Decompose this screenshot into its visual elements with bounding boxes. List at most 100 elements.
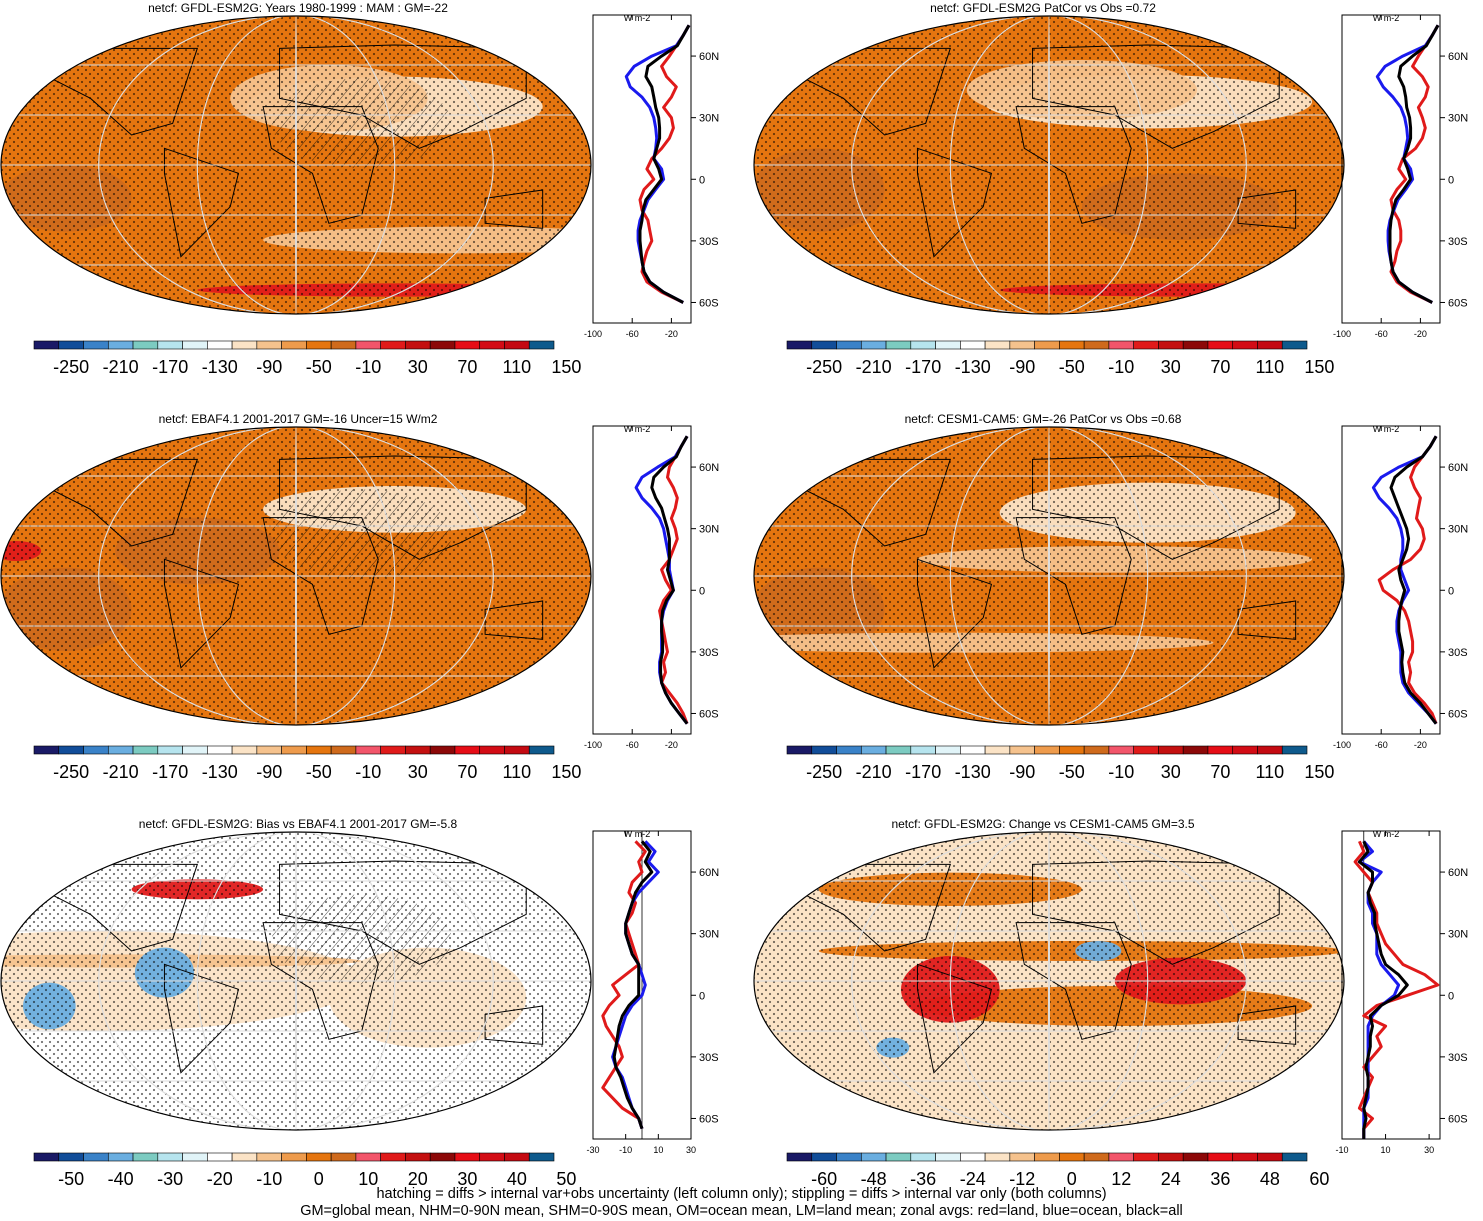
world-map [1, 16, 591, 314]
world-map [1, 832, 591, 1130]
colorbar-swatch [811, 1152, 837, 1162]
colorbar-label: 10 [358, 1169, 378, 1189]
map-border [0, 426, 592, 726]
colorbar-swatch [786, 340, 813, 350]
continent-outline [916, 963, 993, 1074]
colorbar-label: -36 [910, 1169, 936, 1189]
colorbar-swatch [1158, 745, 1184, 755]
hatch-overlay [271, 894, 452, 985]
colorbar-swatch [1207, 745, 1234, 755]
colorbar-label: 30 [408, 357, 428, 377]
colorbar-label: 0 [314, 1169, 324, 1189]
colorbar-swatch [1083, 1152, 1110, 1162]
continent-outline [279, 455, 527, 560]
y-tick-label: 60N [1448, 51, 1468, 63]
units-label: W m-2 [1373, 13, 1400, 23]
x-tick-label: -100 [584, 740, 602, 750]
colorbar-swatch [1281, 745, 1308, 755]
colorbar-label: 20 [408, 1169, 428, 1189]
colorbar-swatch [935, 1152, 961, 1162]
colorbar-label: -48 [861, 1169, 887, 1189]
y-tick-label: 30N [699, 113, 719, 125]
colorbar-swatch [281, 745, 307, 755]
colorbar-swatch [935, 745, 961, 755]
y-tick-label: 30S [1448, 647, 1468, 659]
y-tick-label: 30S [699, 1052, 719, 1064]
colorbar-swatch [836, 1152, 862, 1162]
colorbar-swatch [1158, 340, 1184, 350]
colorbar-swatch [1207, 340, 1234, 350]
colorbar-swatch [207, 1152, 233, 1162]
meridian-line [98, 832, 494, 1130]
colorbar-swatch [910, 340, 936, 350]
colorbar-swatch [1257, 340, 1283, 350]
colorbar-swatch [58, 1152, 84, 1162]
panel-p5: netcf: GFDL-ESM2G: Bias vs EBAF4.1 2001-… [0, 817, 719, 1189]
colorbar-swatch [132, 745, 159, 755]
panel-title: netcf: GFDL-ESM2G: Change vs CESM1-CAM5 … [891, 817, 1194, 831]
colorbar-swatch [107, 745, 134, 755]
colorbar-swatch [528, 340, 555, 350]
colorbar-swatch [860, 1152, 887, 1162]
colorbar-swatch [860, 745, 887, 755]
colorbar: -250 -210 -170 -130 -90 -50 -10 30 70 110 150 [33, 340, 581, 377]
colorbar-swatch [1009, 745, 1035, 755]
colorbar-swatch [256, 745, 282, 755]
world-map [754, 427, 1344, 725]
colorbar-label: -50 [306, 762, 332, 782]
y-tick-label: 60S [699, 708, 719, 720]
colorbar-label: -90 [1009, 762, 1035, 782]
colorbar-swatch [454, 340, 481, 350]
continent-outline [279, 860, 527, 965]
colorbar-label: -10 [355, 762, 381, 782]
series-line-ocean [1375, 24, 1440, 304]
colorbar-swatch [984, 745, 1011, 755]
map-border [0, 15, 592, 315]
colorbar-swatch [1108, 745, 1134, 755]
colorbar-label: 40 [507, 1169, 527, 1189]
units-label: W m-2 [624, 424, 651, 434]
colorbar-swatch [1133, 340, 1159, 350]
x-tick-label: -100 [584, 329, 602, 339]
y-tick-label: 0 [699, 585, 705, 597]
x-tick-label: -100 [1333, 740, 1351, 750]
colorbar: -60 -48 -36 -24 -12 0 12 24 36 48 60 [786, 1152, 1329, 1189]
continent-outline [916, 147, 993, 258]
series-line-land [638, 24, 691, 304]
meridian-line [196, 16, 396, 314]
meridian-line [851, 832, 1247, 1130]
colorbar-swatch [454, 1152, 481, 1162]
colorbar-label: -10 [1108, 762, 1134, 782]
y-tick-label: 30N [1448, 929, 1468, 941]
colorbar-label: 60 [1309, 1169, 1329, 1189]
colorbar-swatch [1182, 745, 1209, 755]
colorbar-swatch [58, 745, 84, 755]
zonal-mean-plot: -100 -60 -20 60N 30N 0 30S 60S W m-2 [584, 424, 719, 750]
panel-p3: netcf: EBAF4.1 2001-2017 GM=-16 Uncer=15… [0, 412, 719, 782]
colorbar-swatch [107, 1152, 134, 1162]
series-line-all [650, 435, 689, 725]
colorbar-label: -30 [157, 1169, 183, 1189]
colorbar-swatch [1232, 340, 1258, 350]
x-tick-label: -30 [586, 1145, 599, 1155]
panel-p6: netcf: GFDL-ESM2G: Change vs CESM1-CAM5 … [753, 817, 1468, 1189]
colorbar-swatch [429, 745, 456, 755]
continent-outline [1015, 922, 1132, 1040]
colorbar-swatch [83, 340, 109, 350]
x-tick-label: -60 [1375, 329, 1388, 339]
y-tick-label: 30N [1448, 113, 1468, 125]
panel-title: netcf: CESM1-CAM5: GM=-26 PatCor vs Obs … [905, 412, 1182, 426]
colorbar-swatch [429, 1152, 456, 1162]
world-map [754, 16, 1344, 314]
footnote-line-2: GM=global mean, NHM=0-90N mean, SHM=0-90… [300, 1203, 1183, 1219]
colorbar-label: -130 [955, 357, 991, 377]
colorbar-label: -10 [355, 357, 381, 377]
colorbar-label: 110 [503, 357, 532, 377]
colorbar-swatch [528, 745, 555, 755]
units-label: W m-2 [624, 13, 651, 23]
colorbar-swatch [786, 745, 813, 755]
x-tick-label: -20 [1414, 740, 1427, 750]
colorbar-swatch [1059, 745, 1085, 755]
colorbar-swatch [380, 1152, 406, 1162]
hatch-overlay [271, 489, 452, 580]
